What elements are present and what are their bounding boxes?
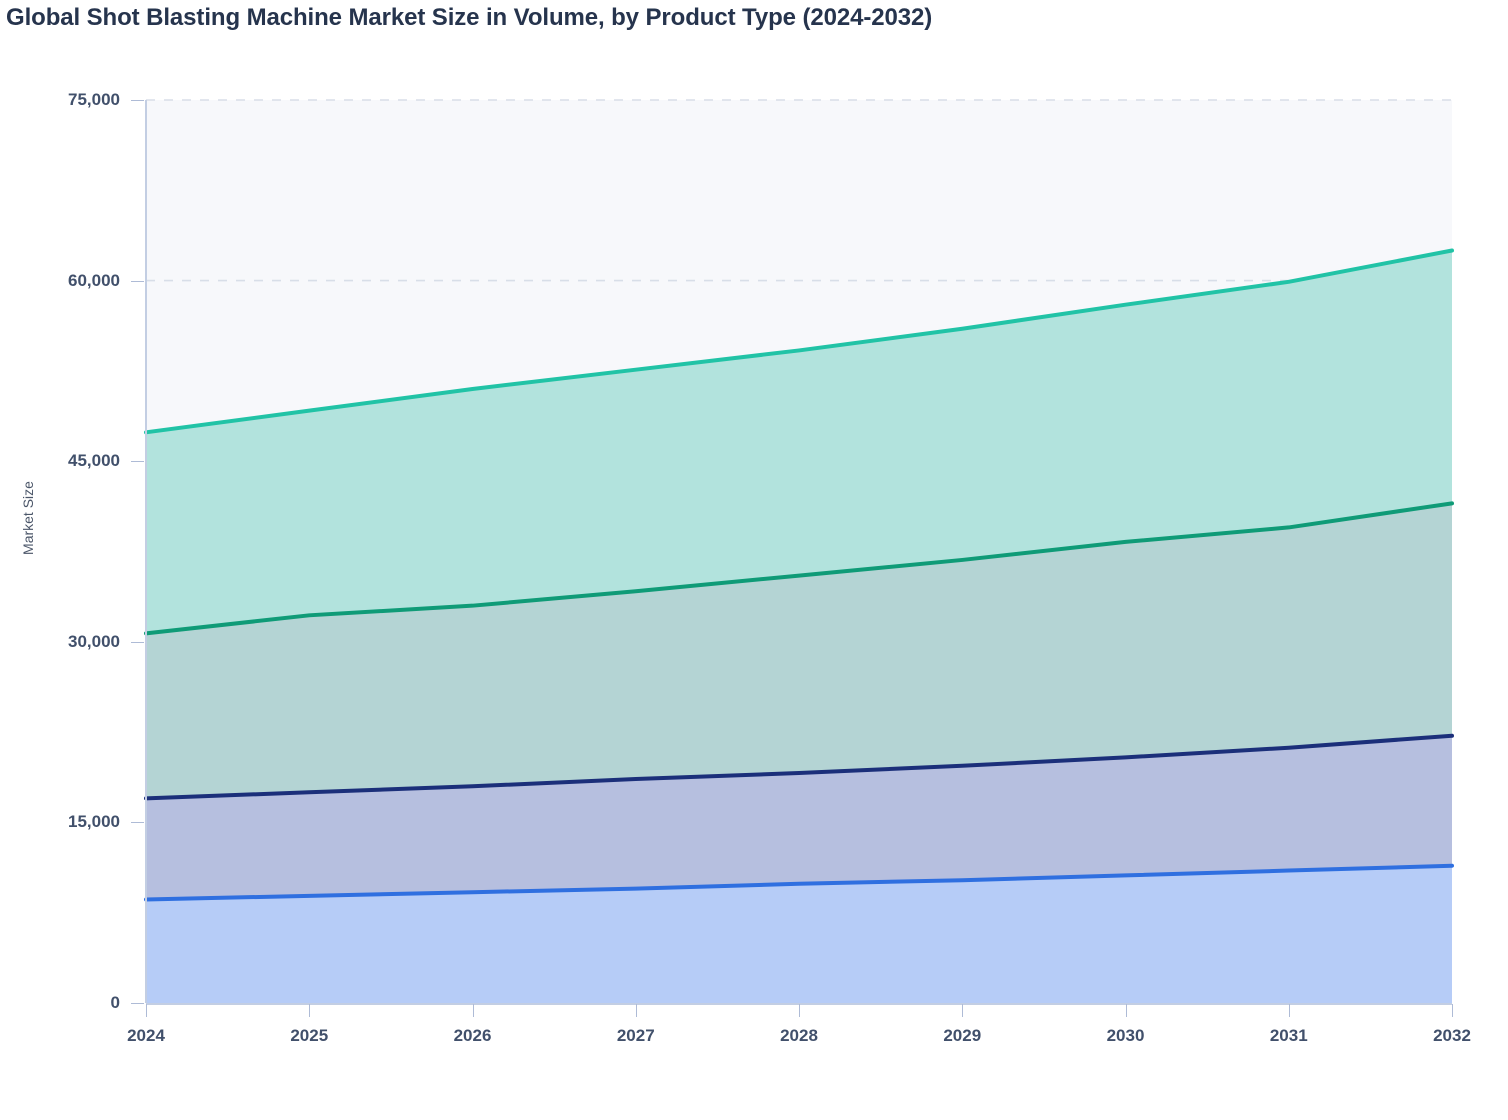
x-axis-tick-mark <box>1125 1004 1127 1017</box>
area-bands <box>146 250 1452 1003</box>
area-boundary-line <box>144 501 1454 636</box>
y-axis-tick-label: 45,000 <box>68 451 120 471</box>
area-boundary-line <box>144 733 1454 801</box>
x-axis-tick-mark <box>1452 1004 1453 1017</box>
x-axis-tick-label: 2031 <box>1269 1026 1308 1045</box>
y-axis-tick-mark <box>131 100 144 101</box>
x-axis-tick-label: 2025 <box>290 1026 329 1045</box>
y-axis-tick-label: 0 <box>110 993 120 1012</box>
area-boundary-line <box>144 863 1454 902</box>
y-axis-tick-label: 60,000 <box>68 270 120 290</box>
chart-title: Global Shot Blasting Machine Market Size… <box>6 4 933 31</box>
x-axis-tick-label: 2027 <box>616 1026 655 1045</box>
x-axis-tick-label: 2026 <box>453 1026 492 1045</box>
area-band <box>146 865 1452 1003</box>
y-axis-tick-mark <box>131 822 144 824</box>
y-axis-tick-mark <box>131 280 144 282</box>
x-axis-tick-label: 2028 <box>780 1026 818 1045</box>
area-boundary-line <box>144 248 1454 435</box>
x-axis-tick-mark <box>309 1004 311 1017</box>
x-axis-tick-label: 2024 <box>127 1026 165 1045</box>
x-axis-tick-mark <box>1288 1004 1290 1017</box>
y-axis-tick-mark <box>131 1003 144 1004</box>
y-axis-tick-label: 15,000 <box>68 812 120 832</box>
x-axis-tick-mark <box>962 1004 964 1017</box>
y-axis-tick-mark <box>131 641 144 643</box>
y-axis-tick-mark <box>131 461 144 463</box>
area-boundary-lines <box>144 248 1454 902</box>
x-axis-tick-mark <box>472 1004 474 1017</box>
y-axis-tick-label: 30,000 <box>68 631 120 651</box>
x-axis-tick-mark <box>799 1004 800 1017</box>
x-axis-tick-mark <box>146 1004 147 1017</box>
x-axis-tick-mark <box>635 1004 637 1017</box>
x-axis-tick-label: 2032 <box>1433 1026 1471 1045</box>
x-axis-tick-label: 2030 <box>1106 1026 1145 1045</box>
y-axis-tick-label: 75,000 <box>68 90 120 109</box>
x-axis-tick-label: 2029 <box>943 1026 982 1045</box>
